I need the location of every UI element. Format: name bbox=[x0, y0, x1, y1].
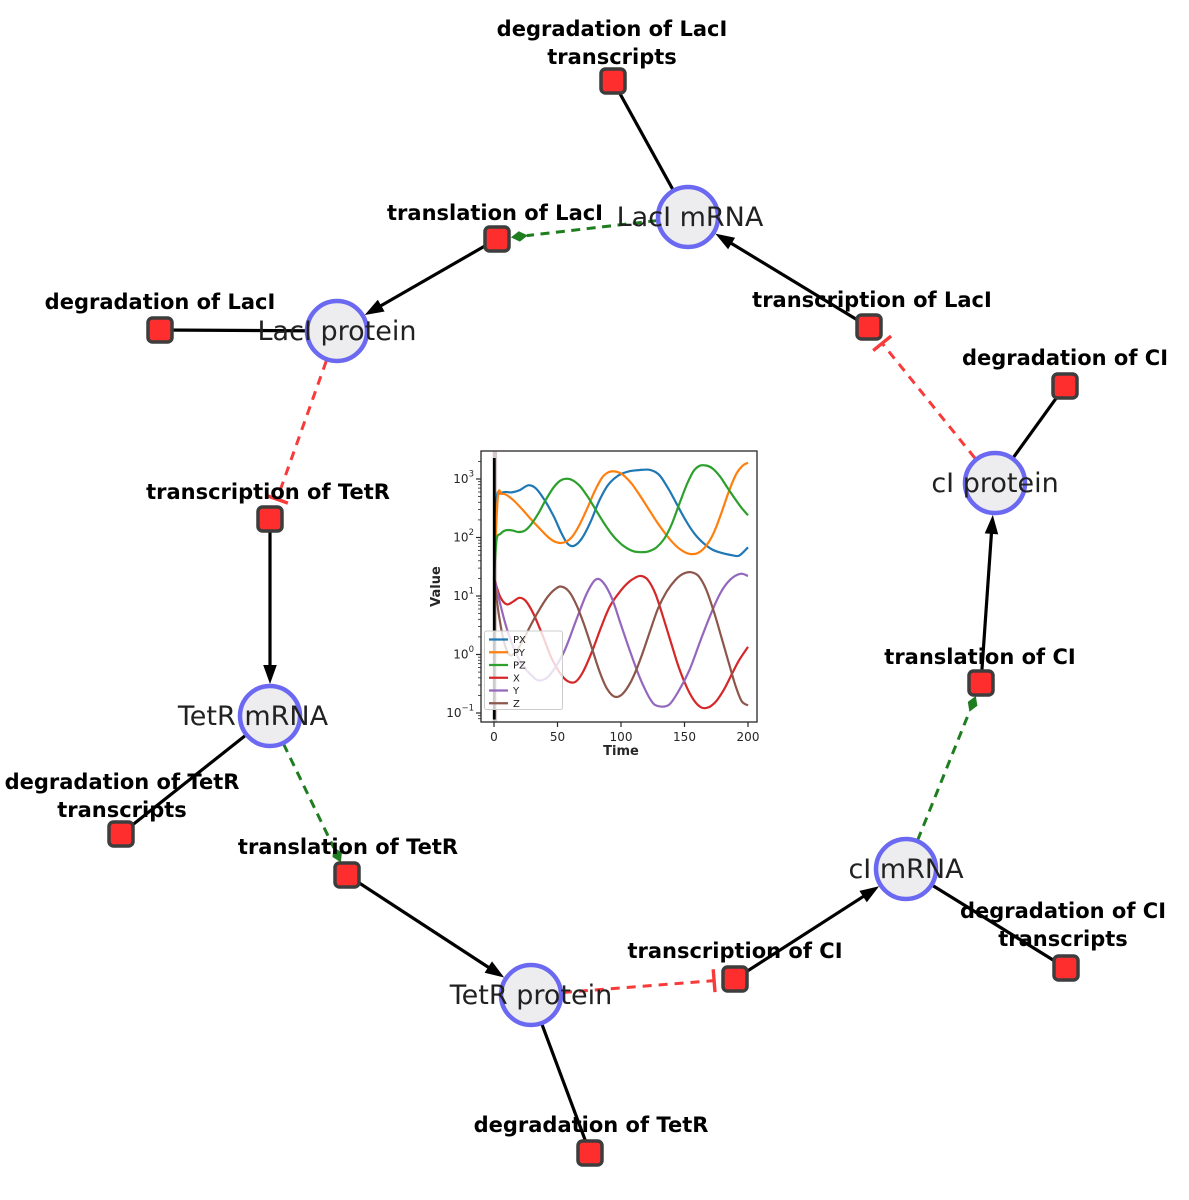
node-label-degradation-of-ci: degradation of CI bbox=[962, 346, 1168, 370]
node-label-degradation-of-tetr-transcripts: degradation of TetR transcripts bbox=[5, 770, 240, 822]
species-node-tetr-protein[interactable] bbox=[498, 962, 564, 1028]
node-label-degradation-of-laci-transcripts: degradation of LacI transcripts bbox=[497, 17, 728, 69]
reaction-node-degradation-of-ci-transcripts[interactable] bbox=[1052, 954, 1080, 982]
y-tick-label: 10−1 bbox=[446, 704, 474, 721]
reaction-node-degradation-of-tetr[interactable] bbox=[576, 1139, 604, 1167]
arrowhead bbox=[859, 886, 880, 903]
y-tick-label: 103 bbox=[453, 470, 474, 487]
node-label-translation-of-laci: translation of LacI bbox=[387, 201, 603, 225]
legend-label-PZ: PZ bbox=[513, 661, 526, 672]
y-axis-title: Value bbox=[429, 566, 444, 607]
legend-label-Z: Z bbox=[513, 699, 520, 710]
curve-PY bbox=[492, 461, 749, 579]
catalysis-diamond-arrowhead bbox=[967, 696, 978, 712]
node-label-translation-of-tetr: translation of TetR bbox=[238, 835, 458, 859]
edge-arrow-transcription-of-ci-to-ci-mrna bbox=[734, 886, 880, 981]
arrowhead bbox=[984, 514, 999, 535]
catalysis-diamond-arrowhead bbox=[510, 231, 528, 242]
y-tick-label: 102 bbox=[453, 528, 474, 545]
species-node-tetr-mrna[interactable] bbox=[237, 683, 303, 749]
x-tick-label: 0 bbox=[490, 730, 498, 744]
edge-arrow-translation-of-tetr-to-tetr-protein bbox=[346, 873, 505, 978]
arrowhead bbox=[484, 961, 505, 978]
curve-X bbox=[492, 574, 749, 710]
node-label-translation-of-ci: translation of CI bbox=[884, 645, 1075, 669]
reaction-node-transcription-of-tetr[interactable] bbox=[256, 505, 284, 533]
reaction-node-translation-of-laci[interactable] bbox=[483, 225, 511, 253]
species-node-laci-mrna[interactable] bbox=[655, 184, 721, 250]
edge-inhibition-laci-protein-to-transcription-of-tetr bbox=[265, 330, 339, 505]
node-label-transcription-of-ci: transcription of CI bbox=[627, 939, 842, 963]
x-tick-label: 50 bbox=[550, 730, 565, 744]
edge-arrow-transcription-of-tetr-to-tetr-mrna bbox=[263, 519, 277, 684]
species-node-ci-mrna[interactable] bbox=[873, 836, 939, 902]
catalysis-diamond-arrowhead bbox=[332, 847, 342, 863]
edge-inhibition-ci-protein-to-transcription-of-laci bbox=[872, 334, 997, 484]
y-tick-label: 100 bbox=[453, 645, 474, 662]
inhibition-tee bbox=[265, 493, 289, 505]
node-label-transcription-of-tetr: transcription of TetR bbox=[146, 480, 390, 504]
arrowhead bbox=[263, 665, 277, 684]
reaction-node-transcription-of-laci[interactable] bbox=[855, 313, 883, 341]
edge-arrow-translation-of-laci-to-laci-protein bbox=[364, 237, 498, 315]
node-label-laci-protein: LacI protein bbox=[258, 316, 417, 347]
arrowhead bbox=[715, 233, 736, 250]
edge-inhibition-tetr-protein-to-transcription-of-ci bbox=[530, 969, 717, 997]
reaction-node-degradation-of-laci[interactable] bbox=[146, 316, 174, 344]
reaction-node-degradation-of-ci[interactable] bbox=[1051, 372, 1079, 400]
edge-arrow-translation-of-ci-to-ci-protein bbox=[979, 514, 999, 684]
reaction-node-degradation-of-laci-transcripts[interactable] bbox=[599, 67, 627, 95]
legend-label-PY: PY bbox=[513, 648, 526, 659]
species-node-laci-protein[interactable] bbox=[304, 298, 370, 364]
node-label-degradation-of-tetr: degradation of TetR bbox=[474, 1113, 709, 1137]
legend-label-Y: Y bbox=[512, 686, 520, 697]
reaction-node-transcription-of-ci[interactable] bbox=[721, 965, 749, 993]
node-label-degradation-of-ci-transcripts: degradation of CI transcripts bbox=[960, 899, 1166, 951]
chart-plot-frame bbox=[480, 450, 758, 723]
curve-PZ bbox=[492, 464, 749, 579]
species-node-ci-protein[interactable] bbox=[962, 450, 1028, 516]
nodes-layer bbox=[107, 67, 1080, 1167]
node-label-degradation-of-laci: degradation of LacI bbox=[45, 290, 276, 314]
edge-catalysis-laci-mrna-to-translation-of-laci bbox=[510, 215, 689, 242]
reaction-node-translation-of-tetr[interactable] bbox=[333, 861, 361, 889]
x-axis-title: Time bbox=[603, 744, 639, 759]
labels-layer: LacI mRNA LacI protein TetR mRNA TetR prote… bbox=[5, 17, 1168, 1137]
inhibition-tee bbox=[872, 334, 893, 352]
reaction-node-degradation-of-tetr-transcripts[interactable] bbox=[107, 820, 135, 848]
y-tick-label: 101 bbox=[453, 587, 474, 604]
node-label-tetr-protein: TetR protein bbox=[449, 980, 612, 1011]
inhibition-tee bbox=[711, 969, 717, 993]
node-label-ci-mrna: cI mRNA bbox=[848, 854, 964, 885]
edge-catalysis-ci-mrna-to-translation-of-ci bbox=[904, 696, 978, 870]
node-label-ci-protein: cI protein bbox=[931, 468, 1058, 499]
x-tick-label: 200 bbox=[737, 730, 760, 744]
arrowhead bbox=[364, 299, 385, 315]
node-label-laci-mrna: LacI mRNA bbox=[617, 202, 764, 233]
edge-arrow-transcription-of-laci-to-laci-mrna bbox=[715, 233, 870, 329]
reaction-node-translation-of-ci[interactable] bbox=[967, 669, 995, 697]
x-tick-label: 100 bbox=[610, 730, 633, 744]
timecourse-inset-chart: 0 50 100 150 20010310210110010−1TimeValuePXP… bbox=[427, 437, 779, 767]
x-tick-label: 150 bbox=[673, 730, 696, 744]
legend-label-PX: PX bbox=[513, 635, 526, 646]
curve-PX bbox=[492, 468, 749, 579]
node-label-tetr-mrna: TetR mRNA bbox=[177, 701, 329, 732]
legend-label-X: X bbox=[513, 673, 520, 684]
node-label-transcription-of-laci: transcription of LacI bbox=[752, 288, 992, 312]
